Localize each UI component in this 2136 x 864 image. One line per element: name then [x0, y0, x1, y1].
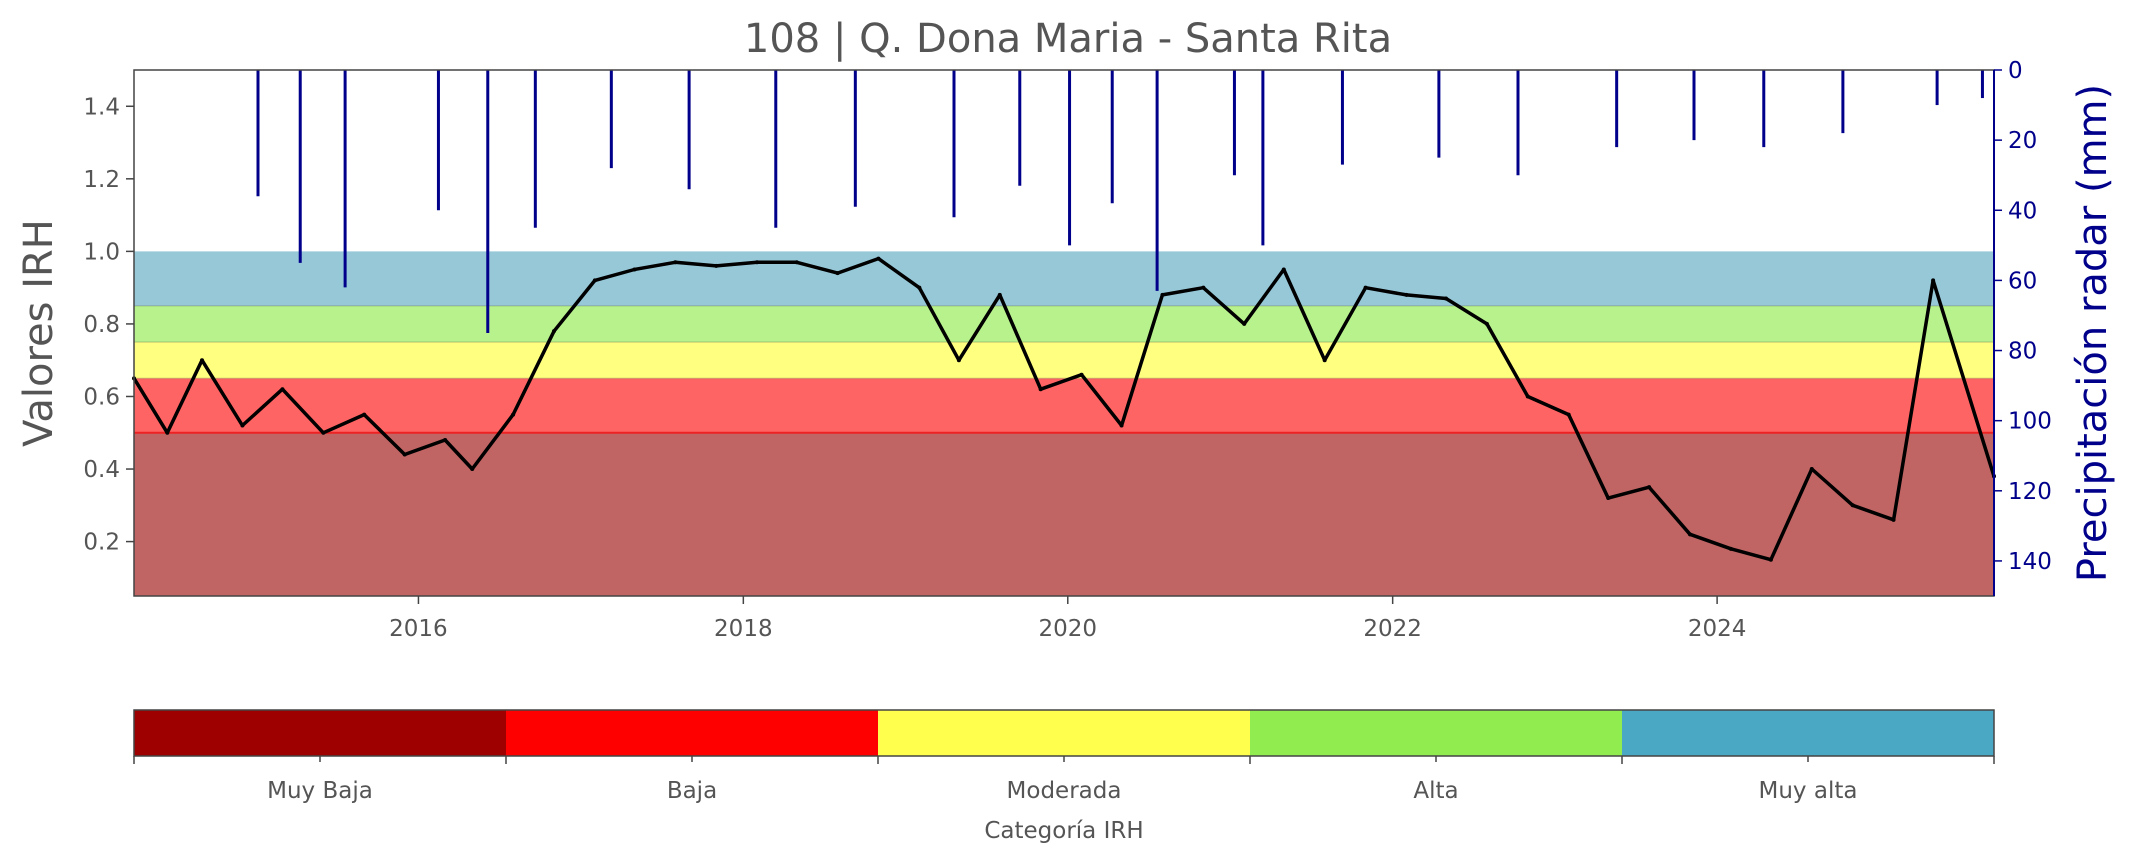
y-tick-label: 1.2 [83, 167, 120, 193]
irh-point [552, 329, 556, 334]
irh-point [1038, 387, 1043, 392]
irh-point [673, 260, 678, 265]
irh-point [443, 438, 448, 443]
colorbar-label: Moderada [1007, 778, 1122, 804]
y-right-tick-label: 120 [2008, 479, 2052, 505]
irh-point [1484, 321, 1489, 326]
band-moderada [134, 342, 1994, 379]
colorbar-segment [506, 710, 878, 756]
x-tick-label: 2016 [389, 616, 448, 642]
y-tick-label: 1.4 [83, 94, 120, 120]
irh-point [1525, 394, 1530, 399]
y-right-tick-label: 20 [2008, 128, 2037, 154]
irh-point [1688, 532, 1692, 537]
colorbar-segment [1622, 710, 1994, 756]
colorbar-label: Alta [1413, 778, 1458, 804]
x-tick-label: 2024 [1688, 616, 1747, 642]
irh-point [1322, 358, 1327, 363]
irh-point [956, 358, 961, 363]
colorbar-label: Muy alta [1759, 778, 1858, 804]
y-right-tick-label: 60 [2008, 268, 2037, 294]
colorbar: Muy Baja Baja Moderada Alta Muy alta Categorí… [133, 709, 1995, 844]
plot-area: 0.2 0.4 0.6 0.8 1.0 1.2 1.4 0 20 40 60 80 100 120 140 2… [16, 58, 2116, 642]
irh-point [1119, 423, 1124, 428]
irh-point [997, 292, 1002, 297]
irh-point [714, 263, 719, 268]
x-tick-label: 2018 [714, 616, 773, 642]
irh-point [1444, 296, 1448, 301]
chart-title: 108 | Q. Dona Maria - Santa Rita [744, 16, 1392, 62]
irh-point [1850, 503, 1855, 508]
y-tick-label: 0.4 [83, 457, 120, 483]
colorbar-segment [1250, 710, 1622, 756]
irh-point [1728, 546, 1733, 551]
irh-point [917, 285, 922, 290]
irh-point [470, 467, 475, 472]
band-muy-alta [134, 251, 1994, 306]
x-tick-label: 2020 [1039, 616, 1098, 642]
irh-point [1931, 278, 1936, 283]
irh-point [1606, 496, 1611, 501]
irh-point [1566, 412, 1571, 417]
irh-point [1404, 292, 1409, 297]
band-baja [134, 378, 1994, 433]
irh-point [1160, 292, 1165, 297]
y-right-tick-label: 40 [2008, 198, 2037, 224]
irh-point [755, 260, 760, 265]
colorbar-segment [134, 710, 506, 756]
irh-point [165, 430, 170, 435]
irh-point [592, 278, 597, 283]
y-right-tick-label: 100 [2008, 409, 2052, 435]
y-tick-label: 1.0 [83, 239, 120, 265]
irh-point [1079, 372, 1084, 377]
y-right-tick-label: 140 [2008, 549, 2052, 575]
irh-point [1891, 517, 1896, 522]
y-axis-label: Valores IRH [16, 219, 62, 447]
irh-point [321, 430, 326, 435]
y-tick-label: 0.8 [83, 312, 120, 338]
irh-point [876, 256, 881, 261]
irh-point [402, 452, 407, 457]
irh-point [280, 387, 285, 392]
irh-point [1201, 285, 1206, 290]
series-1 [256, 70, 1984, 333]
irh-point [1281, 267, 1286, 272]
band-muy-baja [134, 432, 1994, 596]
irh-point [1768, 557, 1773, 562]
band-alta [134, 305, 1994, 343]
irh-point [632, 267, 637, 272]
irh-point [835, 271, 840, 276]
irh-point [1647, 485, 1652, 490]
colorbar-label: Muy Baja [267, 778, 373, 804]
y-tick-label: 0.6 [83, 384, 120, 410]
y-right-tick-label: 80 [2008, 339, 2037, 365]
irh-point [362, 412, 367, 417]
colorbar-label: Baja [667, 778, 717, 804]
x-tick-label: 2022 [1363, 616, 1422, 642]
irh-point [200, 358, 204, 363]
y-tick-label: 0.2 [83, 530, 120, 556]
colorbar-title: Categoría IRH [984, 818, 1143, 844]
irh-point [1242, 321, 1247, 326]
y-right-tick-label: 0 [2008, 58, 2023, 84]
irh-point [794, 260, 799, 265]
y-right-axis-label: Precipitación radar (mm) [2070, 84, 2116, 582]
irh-point [1363, 285, 1368, 290]
irh-point [511, 412, 516, 417]
irh-point [240, 423, 245, 428]
irh-point [1809, 467, 1814, 472]
colorbar-segment [878, 710, 1250, 756]
